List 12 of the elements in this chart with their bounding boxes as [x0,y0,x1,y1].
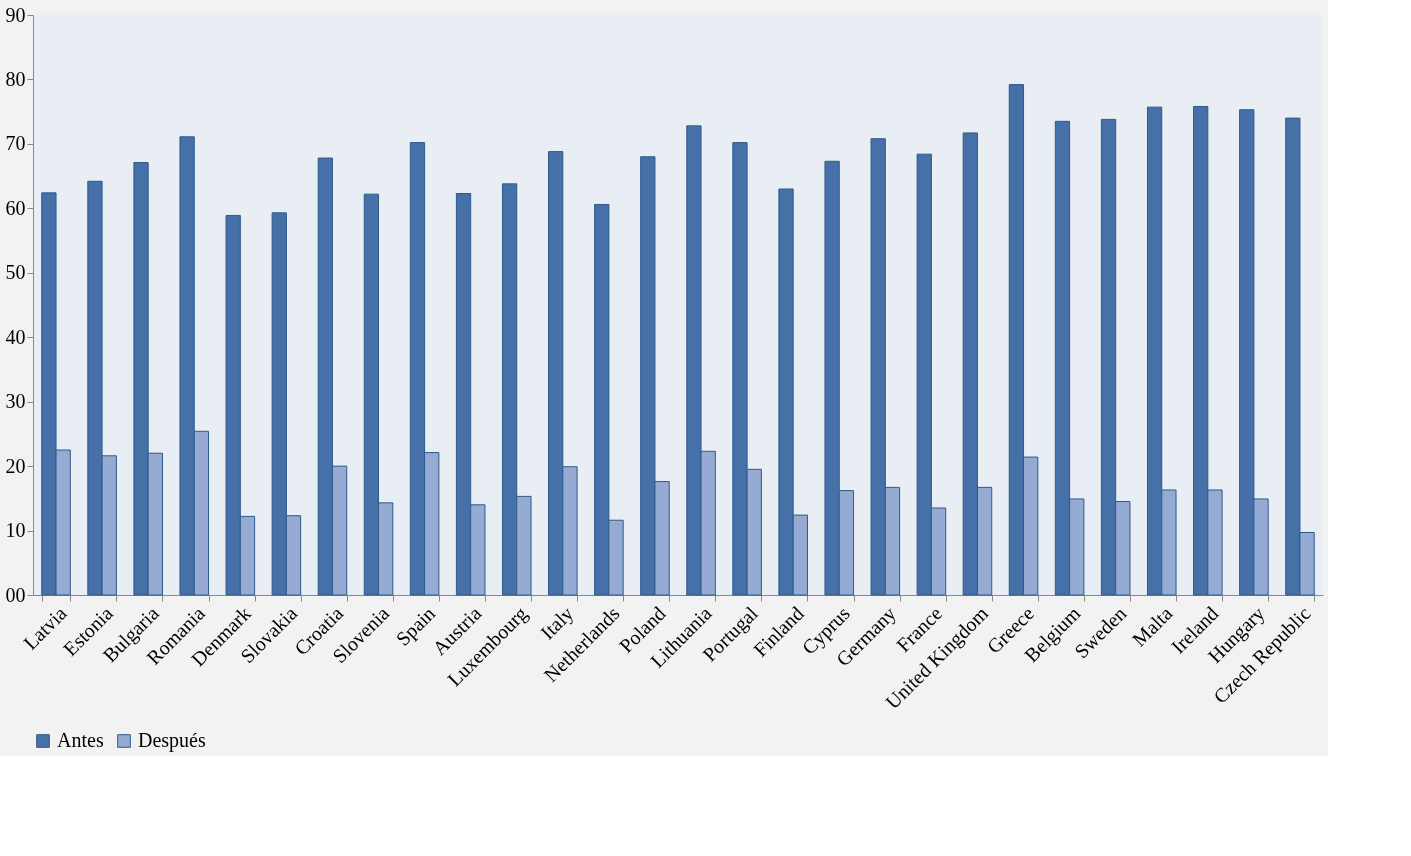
y-tick-label: 30 [5,390,26,413]
y-tick-label: 10 [5,519,26,542]
y-tick-label: 00 [5,583,26,606]
y-tick-label: 20 [5,454,26,477]
y-tick-label: 50 [5,261,26,284]
y-tick-label: 90 [5,3,26,26]
legend-label: Después [138,729,206,752]
y-tick-label: 80 [5,67,26,90]
y-tick-label: 40 [5,325,26,348]
legend-label: Antes [57,729,104,751]
y-tick-label: 60 [5,196,26,219]
y-tick-label: 70 [5,132,26,155]
